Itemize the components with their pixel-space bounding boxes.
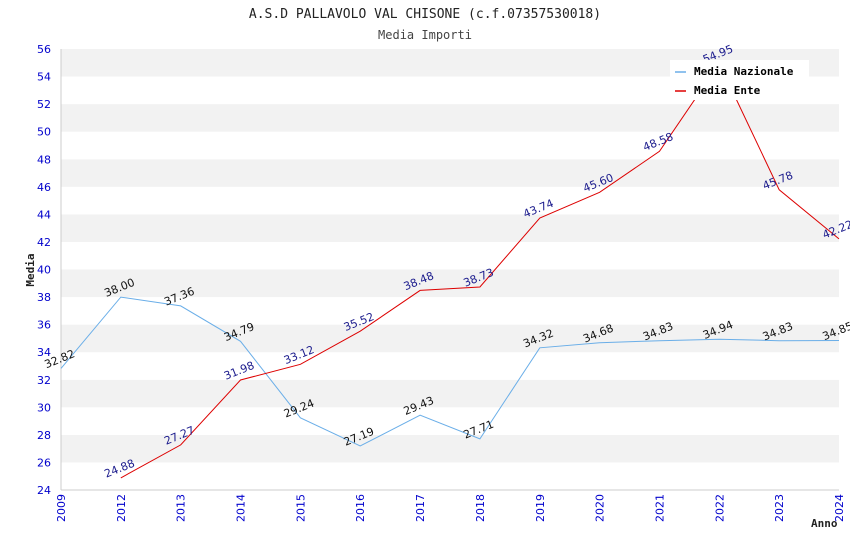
grid-band [61,352,839,380]
y-tick-label: 54 [37,71,51,84]
y-tick-label: 30 [37,401,51,414]
grid-band [61,324,839,353]
x-tick-label: 2018 [474,494,487,522]
grid-band [61,462,839,490]
y-tick-label: 52 [37,98,51,111]
x-tick-label: 2012 [115,494,128,522]
grid-band [61,159,839,187]
y-tick-label: 56 [37,43,51,56]
x-tick-label: 2020 [594,494,607,522]
y-axis-ticks: 24 26 28 30 32 34 36 38 40 42 44 46 48 50 52 54 56 [37,43,51,497]
x-tick-label: 2016 [354,494,367,522]
y-axis-label: Media [24,253,37,286]
grid-band [61,297,839,325]
y-tick-label: 36 [37,319,51,332]
grid-band [61,131,839,160]
grid-band [61,214,839,242]
x-axis-label: Anno [811,517,838,530]
legend-entry: Media Nazionale [694,65,794,78]
y-tick-label: 32 [37,374,51,387]
chart-title: A.S.D PALLAVOLO VAL CHISONE (c.f.0735753… [249,7,601,22]
legend-entry: Media Ente [694,84,761,97]
grid-band [61,434,839,463]
series-line-media-nazionale [60,296,840,447]
y-tick-label: 40 [37,264,51,277]
x-tick-label: 2022 [713,494,726,522]
x-tick-label: 2024 [833,494,846,522]
y-tick-label: 42 [37,236,51,249]
y-tick-label: 50 [37,126,51,139]
y-tick-label: 46 [37,181,51,194]
x-tick-label: 2019 [534,494,547,522]
grid-band [61,269,839,298]
x-tick-label: 2013 [175,494,188,522]
x-tick-label: 2021 [653,494,666,522]
grid-band [61,241,839,270]
x-tick-label: 2023 [773,494,786,522]
x-tick-label: 2009 [55,494,68,522]
grid-band [61,186,839,215]
legend: Media Nazionale Media Ente [670,60,809,100]
legend-box [670,60,809,100]
grid-band [61,407,839,435]
y-tick-label: 28 [37,429,51,442]
x-axis-ticks: 2009 2012 2013 2014 2015 2016 2017 2018 2019 2020… [55,494,846,522]
y-tick-label: 38 [37,291,51,304]
x-tick-label: 2015 [294,494,307,522]
x-tick-label: 2017 [414,494,427,522]
y-tick-label: 24 [37,484,51,497]
y-tick-label: 26 [37,456,51,469]
y-tick-label: 48 [37,153,51,166]
chart-subtitle: Media Importi [378,28,472,42]
grid-band [61,104,839,132]
y-tick-label: 44 [37,208,51,221]
grid-bands [60,49,839,491]
x-tick-label: 2014 [235,494,248,522]
grid-band [61,379,839,408]
y-tick-label: 34 [37,346,51,359]
